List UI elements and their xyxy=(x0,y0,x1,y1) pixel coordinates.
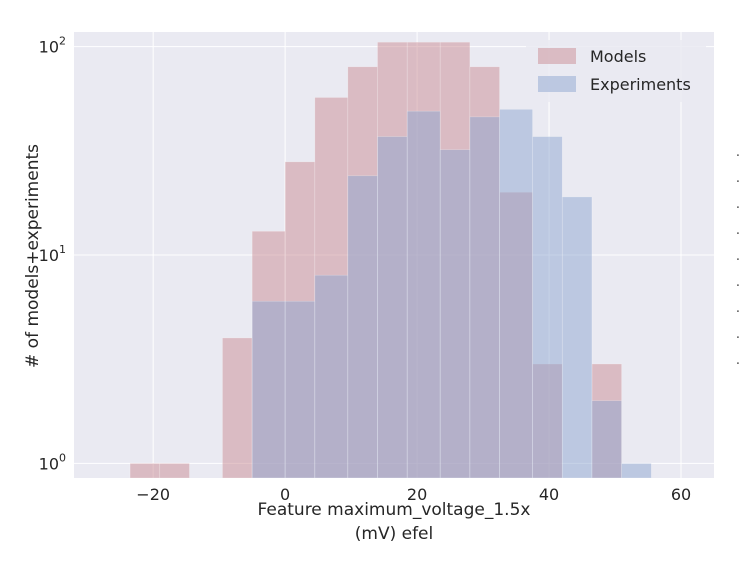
y-tick-label: 102 xyxy=(39,35,66,57)
y-axis-ticks: 100 101 102 xyxy=(39,35,66,474)
bar-experiments xyxy=(406,110,441,479)
bar-models xyxy=(222,337,253,479)
x-axis-label-line-1: Feature maximum_voltage_1.5x xyxy=(258,500,531,520)
x-axis-ticks: −20 0 20 40 60 xyxy=(136,485,691,504)
x-tick-label: 60 xyxy=(671,485,691,504)
y-tick-label: 100 xyxy=(39,451,66,473)
side-mark: · xyxy=(736,279,740,294)
legend-swatch-experiments xyxy=(538,76,576,92)
legend-label-experiments: Experiments xyxy=(590,75,691,94)
x-tick-label: −20 xyxy=(136,485,170,504)
x-tick-label: 40 xyxy=(539,485,559,504)
bar-experiments xyxy=(347,175,378,479)
legend: Models Experiments xyxy=(526,40,706,102)
x-axis-label-line-2: (mV) efel xyxy=(355,524,433,544)
side-mark: · xyxy=(736,357,740,372)
side-mark: · xyxy=(736,175,740,190)
bar-models xyxy=(129,463,161,479)
cropped-adjacent-axis-label: · · · · · · · · · xyxy=(736,149,740,372)
bar-experiments xyxy=(439,149,471,479)
bar-experiments xyxy=(251,300,286,479)
legend-swatch-models xyxy=(538,48,576,64)
side-mark: · xyxy=(736,305,740,320)
x-tick-label: 0 xyxy=(280,485,290,504)
bar-experiments xyxy=(621,463,652,479)
bar-experiments xyxy=(532,136,563,479)
histogram-bars xyxy=(129,41,652,479)
bar-experiments xyxy=(469,116,500,479)
y-axis-label: # of models+experiments xyxy=(23,144,43,368)
side-mark: · xyxy=(736,227,740,242)
side-mark: · xyxy=(736,201,740,216)
y-tick-label: 101 xyxy=(39,243,66,265)
bar-experiments xyxy=(314,274,349,479)
bar-experiments xyxy=(284,300,316,479)
legend-label-models: Models xyxy=(590,47,646,66)
side-mark: · xyxy=(736,253,740,268)
side-mark: · xyxy=(736,331,740,346)
bar-experiments xyxy=(561,196,593,479)
x-tick-label: 20 xyxy=(407,485,427,504)
bar-models xyxy=(159,463,190,479)
side-mark: · xyxy=(736,149,740,164)
bar-experiments xyxy=(377,136,408,479)
bar-experiments xyxy=(591,400,622,479)
bar-experiments xyxy=(499,109,533,479)
